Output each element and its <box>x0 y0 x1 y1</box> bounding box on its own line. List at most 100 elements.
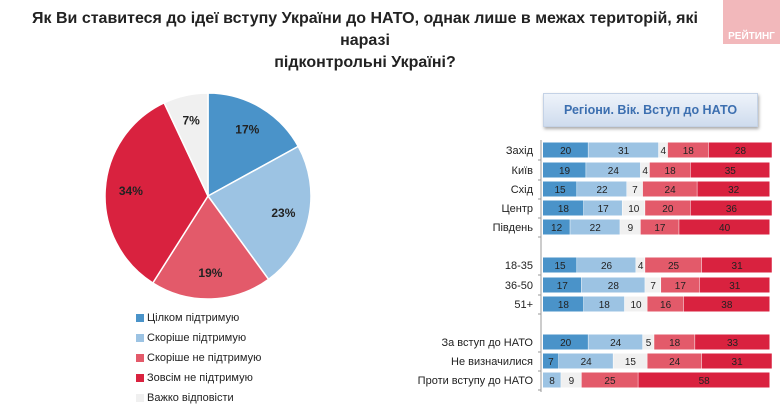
bar-value-label: 20 <box>662 204 674 215</box>
title-line-2: підконтрольні Україні? <box>274 54 456 71</box>
bar-segment <box>543 162 586 178</box>
category-label: Не визначилися <box>451 356 533 368</box>
category-label: Схід <box>511 184 534 196</box>
bar-segment <box>661 277 700 293</box>
bar-segment <box>577 257 636 273</box>
bar-value-label: 19 <box>559 166 571 177</box>
bar-value-label: 24 <box>581 357 593 368</box>
bar-segment <box>645 200 691 216</box>
legend-swatch <box>136 394 144 402</box>
bar-value-label: 36 <box>726 204 738 215</box>
bar-segment <box>624 296 647 312</box>
category-label: Центр <box>502 203 534 215</box>
bar-segment <box>690 162 770 178</box>
bar-segment <box>543 353 559 369</box>
bar-value-label: 18 <box>599 300 611 311</box>
pie-slice <box>151 194 270 300</box>
bar-value-label: 18 <box>558 300 570 311</box>
bar-value-label: 9 <box>569 376 575 387</box>
bar-segment <box>570 219 620 235</box>
category-label: 51+ <box>514 299 533 311</box>
pie-slice <box>206 145 312 281</box>
bar-segment <box>642 334 654 350</box>
bar-segment <box>642 181 697 197</box>
legend-label: Скоріше не підтримую <box>147 352 262 364</box>
bar-value-label: 8 <box>549 376 555 387</box>
bar-value-label: 15 <box>554 261 566 272</box>
bar-value-label: 25 <box>604 376 616 387</box>
bar-segment <box>583 296 625 312</box>
bar-value-label: 18 <box>669 338 681 349</box>
bar-segment <box>667 142 709 158</box>
pie-label: 17% <box>235 123 259 137</box>
bar-value-label: 40 <box>719 223 731 234</box>
category-label: Проти вступу до НАТО <box>418 375 534 387</box>
legend-item: Важко відповісти <box>136 388 261 408</box>
legend-item: Скоріше підтримую <box>136 328 261 348</box>
bar-segment <box>543 181 577 197</box>
bar-segment <box>699 277 770 293</box>
bar-value-label: 18 <box>683 146 695 157</box>
legend-item: Зовсім не підтримую <box>136 368 261 388</box>
bar-value-label: 31 <box>732 261 744 272</box>
rating-logo: РЕЙТИНГ <box>723 0 780 44</box>
category-label: Південь <box>493 222 534 234</box>
pie-legend: Цілком підтримую Скоріше підтримую Скоріше… <box>136 308 261 408</box>
bar-segment <box>654 334 695 350</box>
bar-value-label: 10 <box>631 300 643 311</box>
bar-chart-title: Регіони. Вік. Вступ до НАТО <box>543 93 758 127</box>
bar-value-label: 24 <box>610 338 622 349</box>
bar-value-label: 4 <box>661 146 667 157</box>
bar-value-label: 35 <box>725 166 737 177</box>
pie-label: 7% <box>182 114 200 128</box>
bar-segment <box>636 257 645 273</box>
bar-value-label: 17 <box>654 223 666 234</box>
bar-segment <box>586 162 641 178</box>
bar-segment <box>543 200 584 216</box>
legend-label: Цілком підтримую <box>147 312 240 324</box>
bar-segment <box>543 142 588 158</box>
bar-value-label: 4 <box>642 166 648 177</box>
legend-swatch <box>136 374 144 382</box>
bar-segment <box>697 181 770 197</box>
bar-value-label: 4 <box>638 261 644 272</box>
bar-value-label: 5 <box>646 338 652 349</box>
bar-segment <box>647 296 684 312</box>
bar-value-label: 22 <box>590 223 602 234</box>
pie-slice <box>163 92 209 197</box>
bar-value-label: 15 <box>625 357 637 368</box>
legend-item: Скоріше не підтримую <box>136 348 261 368</box>
logo-text: РЕЙТИНГ <box>728 31 775 42</box>
bar-value-label: 12 <box>551 223 563 234</box>
bar-value-label: 22 <box>596 185 608 196</box>
bar-value-label: 9 <box>628 223 634 234</box>
bar-segment <box>690 200 772 216</box>
bar-value-label: 28 <box>608 281 620 292</box>
bar-value-label: 16 <box>660 300 672 311</box>
category-label: 18-35 <box>505 260 533 272</box>
bar-value-label: 31 <box>729 281 741 292</box>
bar-segment <box>588 142 659 158</box>
category-label: За вступ до НАТО <box>441 337 533 349</box>
bar-value-label: 10 <box>628 204 640 215</box>
bar-segment <box>581 277 645 293</box>
legend-item: Цілком підтримую <box>136 308 261 328</box>
bar-value-label: 58 <box>699 376 711 387</box>
bar-segment <box>647 353 702 369</box>
legend-label: Скоріше підтримую <box>147 332 247 344</box>
bar-value-label: 20 <box>560 146 572 157</box>
bar-value-label: 25 <box>668 261 680 272</box>
bar-value-label: 31 <box>732 357 744 368</box>
bar-value-label: 20 <box>560 338 572 349</box>
bar-value-label: 31 <box>618 146 630 157</box>
bar-segment <box>613 353 647 369</box>
bar-segment <box>640 219 679 235</box>
bar-value-label: 7 <box>632 185 638 196</box>
bar-segment <box>683 296 770 312</box>
bar-segment <box>645 277 661 293</box>
bar-segment <box>583 200 622 216</box>
bar-segment <box>626 181 643 197</box>
bar-segment <box>543 296 584 312</box>
